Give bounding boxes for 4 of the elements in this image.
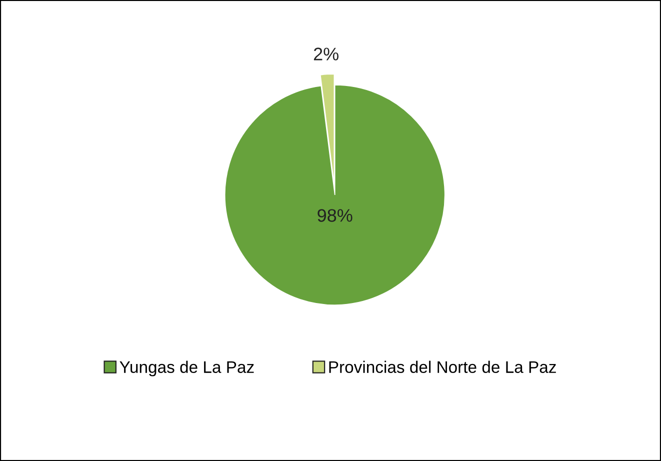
data-label: 2% xyxy=(314,48,338,60)
data-label: 98% xyxy=(318,209,352,222)
legend-label: Yungas de La Paz xyxy=(120,360,254,376)
legend-label: Provincias del Norte de La Paz xyxy=(329,360,556,373)
